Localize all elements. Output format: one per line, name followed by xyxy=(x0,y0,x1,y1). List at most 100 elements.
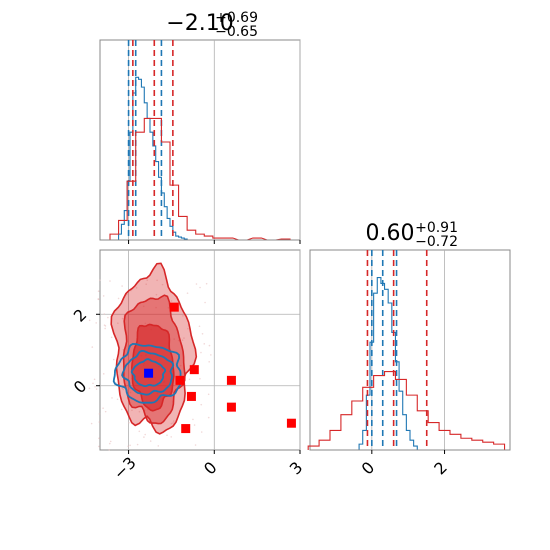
joint-scatter-point xyxy=(199,286,201,289)
joint-scatter-point xyxy=(200,431,203,433)
joint-scatter-point xyxy=(167,306,170,309)
joint-scatter-point xyxy=(142,305,145,308)
hist-1-title-lower: −0.65 xyxy=(215,24,258,40)
hist-1-title-median: −2.10 xyxy=(166,11,233,36)
joint-scatter-point xyxy=(155,293,158,296)
joint-scatter-point xyxy=(143,436,145,438)
joint-scatter-point xyxy=(88,319,91,322)
joint-scatter-point xyxy=(207,393,210,396)
joint-scatter-point xyxy=(138,410,141,413)
joint-scatter-point xyxy=(172,422,174,424)
joint-scatter-point xyxy=(172,420,175,422)
joint-scatter-point xyxy=(155,306,157,309)
joint-scatter-point xyxy=(193,424,196,426)
joint-scatter-point xyxy=(208,361,210,363)
joint-scatter-point xyxy=(108,449,111,451)
joint-scatter-point xyxy=(129,444,131,447)
joint-scatter-point xyxy=(170,300,173,302)
joint-scatter-point xyxy=(97,290,100,293)
joint-scatter-point xyxy=(93,378,96,381)
hist-1-series-1-step xyxy=(109,117,291,241)
joint-scatter-point xyxy=(104,325,107,327)
joint-scatter-point xyxy=(102,373,105,375)
joint-blue-contour-1 xyxy=(121,349,175,396)
joint-scatter-point xyxy=(95,322,97,324)
joint-ytick-label-1: 2 xyxy=(70,305,91,326)
joint-scatter-point xyxy=(111,397,113,399)
joint-scatter-point xyxy=(203,343,206,345)
joint-scatter-point xyxy=(200,403,203,406)
hist-2-series-1-step xyxy=(307,371,506,450)
marker-layer xyxy=(144,302,296,434)
joint-scatter-point xyxy=(138,430,141,433)
joint-scatter-point xyxy=(117,322,119,324)
hist-2-title: 0.60 xyxy=(366,221,415,246)
joint-red-marker-1 xyxy=(175,375,185,385)
joint-scatter-point xyxy=(98,445,100,448)
joint-scatter-point xyxy=(182,315,184,317)
joint-scatter-point xyxy=(187,327,189,330)
joint-scatter-point xyxy=(208,344,211,347)
joint-scatter-point xyxy=(205,282,208,285)
joint-scatter-point xyxy=(198,325,201,328)
joint-red-marker-2 xyxy=(189,365,199,375)
joint-scatter-point xyxy=(121,317,124,320)
joint-scatter-point xyxy=(110,336,113,339)
joint-scatter-point xyxy=(116,398,119,401)
joint-scatter-point xyxy=(98,437,100,440)
joint-scatter-point xyxy=(90,422,93,425)
joint-scatter-point xyxy=(166,434,168,436)
joint-scatter-point xyxy=(144,433,146,436)
joint-scatter-point xyxy=(103,313,106,315)
joint-red-marker-3 xyxy=(186,391,196,401)
joint-scatter-point xyxy=(107,316,109,319)
joint-scatter-point xyxy=(102,407,104,409)
joint-scatter-point xyxy=(94,385,96,388)
joint-scatter-point xyxy=(146,279,149,282)
joint-scatter-point xyxy=(128,387,131,390)
hist-2-series-0-step xyxy=(358,276,421,451)
joint-scatter-point xyxy=(92,382,94,385)
joint-scatter-point xyxy=(207,416,210,419)
hist-2-title-lower: −0.72 xyxy=(415,234,458,250)
joint-xtick-label-1: 0 xyxy=(200,458,221,479)
hist-2-title-upper: +0.91 xyxy=(415,220,458,236)
joint-scatter-point xyxy=(188,378,191,381)
joint-scatter-point xyxy=(183,337,185,339)
joint-scatter-point xyxy=(117,297,120,300)
joint-scatter-point xyxy=(121,387,124,390)
hist-2-xtick-label-0: 0 xyxy=(358,458,379,479)
joint-ytick-label-0: 0 xyxy=(70,377,91,398)
joint-scatter-point xyxy=(104,410,107,413)
joint-scatter-point xyxy=(161,283,164,286)
hist-2-xtick-label-1: 2 xyxy=(430,458,451,479)
hist-1-title: −2.10 xyxy=(166,11,233,36)
joint-scatter-point xyxy=(157,445,160,447)
joint-scatter-point xyxy=(170,422,173,425)
joint-scatter-point xyxy=(98,421,101,423)
hist-1-title-upper: +0.69 xyxy=(215,10,258,26)
joint-scatter-point xyxy=(210,354,212,356)
joint-scatter-point xyxy=(204,301,206,304)
joint-red-marker-5 xyxy=(226,402,236,412)
joint-red-marker-4 xyxy=(226,375,236,385)
joint-scatter-point xyxy=(195,283,198,285)
joint-blue-contour-2 xyxy=(130,358,167,387)
joint-scatter-point xyxy=(179,364,182,367)
joint-scatter-point xyxy=(135,287,138,289)
joint-scatter-point xyxy=(108,442,111,445)
joint-scatter-point xyxy=(128,421,130,424)
hist-1-series-0-step xyxy=(118,76,190,241)
joint-scatter-point xyxy=(112,358,115,361)
joint-scatter-point xyxy=(91,346,94,348)
joint-scatter-point xyxy=(109,280,111,282)
joint-blue-contour-0 xyxy=(112,342,182,404)
joint-scatter-point xyxy=(145,283,148,286)
hist-2-title-median: 0.60 xyxy=(366,221,415,246)
joint-scatter-point xyxy=(173,338,175,340)
joint-red-marker-6 xyxy=(181,424,191,434)
joint-scatter-point xyxy=(127,445,129,448)
joint-blue-marker-0 xyxy=(144,368,154,378)
joint-scatter-point xyxy=(194,444,197,446)
